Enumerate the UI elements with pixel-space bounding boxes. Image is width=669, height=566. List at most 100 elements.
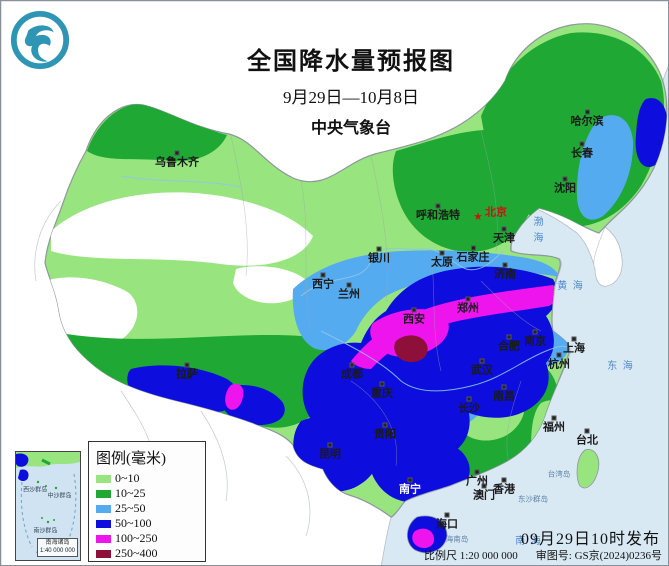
issue-time: 09月29日10时发布 (520, 531, 660, 548)
city-label: 贵阳 (374, 422, 396, 441)
city-dot-icon (584, 109, 590, 115)
city-dot-icon (320, 272, 326, 278)
legend-item: 250~400 (96, 546, 198, 561)
sea-label: 海南岛 (445, 534, 469, 544)
city-label: 昆明 (319, 442, 341, 461)
city-dot-icon (501, 477, 507, 483)
sea-label: 台湾岛 (547, 469, 571, 479)
city-label: 呼和浩特 (416, 203, 460, 222)
inset-island-label: 中沙群岛 (47, 493, 72, 500)
legend-item: 10~25 (96, 486, 198, 501)
city-dot-icon (439, 250, 445, 256)
city-dot-icon (465, 296, 471, 302)
city-label: 沈阳 (554, 176, 576, 195)
city-dot-icon (174, 150, 180, 156)
approval-number: 审图号: GS京(2024)0236号 (535, 550, 662, 562)
city-dot-icon (411, 307, 417, 313)
legend-range-label: 100~250 (115, 531, 158, 545)
city-label: 成都 (341, 362, 363, 381)
legend-swatch (96, 519, 111, 528)
city-label: 重庆 (371, 381, 393, 400)
legend-range-label: 25~50 (115, 501, 146, 515)
legend-box: 图例(毫米) 0~10 10~25 25~50 50~100 100~250 250~40… (88, 441, 206, 562)
legend-item: 0~10 (96, 471, 198, 486)
footer-meta: 比例尺 1:20 000 000 审图号: GS京(2024)0236号 (424, 547, 662, 563)
city-label: 南昌 (493, 384, 515, 403)
legend-swatch (96, 489, 111, 498)
city-label: 杭州 (548, 352, 570, 371)
cma-logo-icon (10, 10, 70, 70)
city-dot-icon (571, 336, 577, 342)
city-dot-icon (346, 282, 352, 288)
city-dot-icon (184, 362, 190, 368)
city-label: 福州 (543, 415, 565, 434)
title-block: 全国降水量预报图 9月29日—10月8日 中央气象台 (201, 41, 501, 138)
city-dot-icon (481, 483, 487, 489)
city-label: 合肥 (498, 334, 520, 353)
city-label: ★ 北京 (474, 206, 507, 222)
city-label: 西安 (403, 307, 425, 326)
city-label: 长沙 (458, 396, 480, 415)
city-dot-icon (551, 415, 557, 421)
rain-50-100-regions (127, 98, 667, 504)
legend-swatch (96, 534, 111, 543)
city-label: 海口 (436, 512, 458, 531)
south-china-sea-inset: 西沙群岛 中沙群岛南沙群岛 南海诸岛 1:40 000 000 (15, 451, 81, 561)
city-label: 澳门 (473, 483, 495, 502)
city-dot-icon (562, 176, 568, 182)
city-label: 南京 (524, 329, 546, 348)
rivers (120, 175, 568, 392)
city-dot-icon (470, 245, 476, 251)
legend-item: 50~100 (96, 516, 198, 531)
sea-label: 东沙群岛 (518, 494, 548, 504)
rain-250-400-region (394, 335, 428, 363)
city-label: 济南 (494, 262, 516, 281)
city-label: 乌鲁木齐 (155, 150, 199, 169)
inset-caption-title: 南海诸岛 (45, 540, 70, 546)
inset-caption-scale: 1:40 000 000 (39, 547, 75, 554)
city-label: 哈尔滨 (571, 109, 604, 128)
legend-swatch (96, 504, 111, 513)
rain-100-250-regions (225, 285, 558, 410)
inset-caption: 南海诸岛 1:40 000 000 (36, 538, 78, 557)
legend-item: 100~250 (96, 531, 198, 546)
city-dot-icon (506, 334, 512, 340)
city-dot-icon (556, 352, 562, 358)
inset-map-art (16, 452, 80, 556)
sea-label: 渤海 (531, 216, 542, 248)
city-dot-icon (502, 262, 508, 268)
city-dot-icon (474, 469, 480, 475)
city-dot-icon (407, 477, 413, 483)
city-dot-icon (382, 422, 388, 428)
city-dot-icon (466, 396, 472, 402)
city-label: 石家庄 (457, 245, 490, 264)
city-dot-icon (532, 329, 538, 335)
city-label: 长春 (571, 141, 593, 160)
city-dot-icon (501, 384, 507, 390)
legend-range-label: 250~400 (115, 546, 158, 560)
legend-range-label: 10~25 (115, 486, 146, 500)
city-label: 南宁 (399, 477, 421, 496)
city-label: 香港 (493, 477, 515, 496)
city-label: 武汉 (471, 358, 493, 377)
city-label: 郑州 (457, 296, 479, 315)
city-dot-icon (435, 203, 441, 209)
city-dot-icon (501, 226, 507, 232)
city-label: 太原 (431, 250, 453, 269)
legend-range-label: 0~10 (115, 471, 140, 485)
legend-items: 0~10 10~25 25~50 50~100 100~250 250~400 (96, 471, 198, 561)
legend-swatch (96, 474, 111, 483)
hainan-heavy-rain (412, 528, 435, 548)
inset-island-label: 西沙群岛 (23, 487, 48, 494)
city-label: 兰州 (338, 282, 360, 301)
taiwan-island (576, 449, 600, 489)
city-dot-icon (349, 362, 355, 368)
inset-island-label: 南沙群岛 (33, 528, 58, 535)
page-title: 全国降水量预报图 (247, 49, 455, 75)
city-label: 台北 (576, 428, 598, 447)
city-label: 拉萨 (176, 362, 198, 381)
capital-star-icon: ★ (474, 211, 483, 222)
legend-swatch (96, 549, 111, 558)
